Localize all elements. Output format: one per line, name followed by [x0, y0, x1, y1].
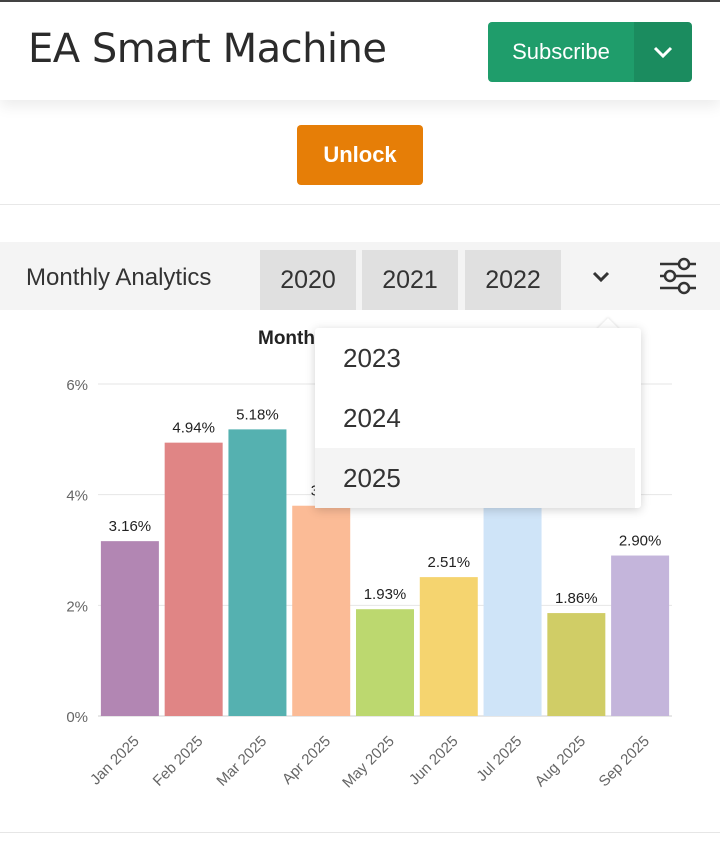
dropdown-arrow — [596, 318, 620, 330]
y-tick-label: 0% — [66, 709, 88, 726]
subscribe-button[interactable]: Subscribe — [488, 22, 634, 82]
bottom-divider — [0, 832, 720, 833]
x-tick-label: Jul 2025 — [473, 733, 525, 785]
app-header: EA Smart Machine Subscribe — [0, 2, 720, 100]
bar-aug-2025[interactable] — [547, 613, 606, 716]
y-tick-label: 6% — [66, 377, 88, 394]
bar-chart: 0% 2% 4% 6% 3.16% Jan 2025 4.94% Feb 2025 5.18%… — [66, 328, 672, 792]
bar-jul-2025[interactable] — [483, 505, 542, 716]
unlock-button[interactable]: Unlock — [297, 125, 423, 185]
sliders-icon — [660, 257, 696, 295]
y-tick-label: 4% — [66, 488, 88, 505]
chevron-down-icon — [653, 46, 673, 59]
bar-sep-2025[interactable] — [611, 555, 670, 716]
x-tick-label: Feb 2025 — [150, 733, 207, 790]
chevron-down-icon — [592, 271, 610, 283]
monthly-chart: 0% 2% 4% 6% 3.16% Jan 2025 4.94% Feb 2025 5.18%… — [0, 310, 720, 840]
tab-year-2022[interactable]: 2022 — [465, 250, 561, 310]
bar-may-2025[interactable] — [356, 609, 414, 716]
tab-year-2020[interactable]: 2020 — [260, 250, 356, 310]
tab-year-2021[interactable]: 2021 — [362, 250, 458, 310]
x-tick-label: Jun 2025 — [406, 733, 462, 789]
x-tick-label: Sep 2025 — [595, 733, 652, 790]
x-tick-label: Apr 2025 — [279, 733, 334, 788]
chart-title: Month — [258, 328, 315, 349]
data-label: 2.90% — [619, 533, 662, 550]
year-dropdown-menu: 2023 2024 2025 — [315, 328, 641, 508]
filter-settings-button[interactable] — [656, 256, 700, 296]
y-tick-label: 2% — [66, 598, 88, 615]
x-tick-label: Jan 2025 — [87, 733, 143, 789]
bar-apr-2025[interactable] — [292, 505, 351, 716]
dropdown-option-2025[interactable]: 2025 — [315, 448, 635, 508]
dropdown-option-2024[interactable]: 2024 — [343, 402, 401, 433]
section-title: Monthly Analytics — [26, 264, 212, 291]
bar-feb-2025[interactable] — [164, 442, 223, 716]
top-border — [0, 0, 720, 2]
analytics-toolbar: Monthly Analytics 2020 2021 2022 — [0, 242, 720, 310]
app-title: EA Smart Machine — [28, 26, 387, 72]
data-label: 3.16% — [109, 518, 152, 535]
data-label: 4.94% — [172, 420, 215, 437]
x-tick-label: Mar 2025 — [213, 733, 270, 790]
divider — [0, 204, 720, 205]
more-years-button[interactable] — [586, 262, 616, 292]
data-label: 5.18% — [236, 406, 279, 423]
dropdown-option-2023[interactable]: 2023 — [343, 342, 401, 373]
bar-jan-2025[interactable] — [100, 541, 159, 716]
bar-jun-2025[interactable] — [419, 577, 478, 716]
data-label: 1.86% — [555, 590, 598, 607]
bar-mar-2025[interactable] — [228, 429, 287, 716]
data-label: 2.51% — [428, 554, 471, 571]
x-tick-label: Aug 2025 — [532, 733, 589, 790]
x-tick-label: May 2025 — [339, 733, 398, 792]
subscribe-options-button[interactable] — [634, 22, 692, 82]
subscribe-group: Subscribe — [488, 22, 692, 82]
data-label: 1.93% — [364, 586, 407, 603]
